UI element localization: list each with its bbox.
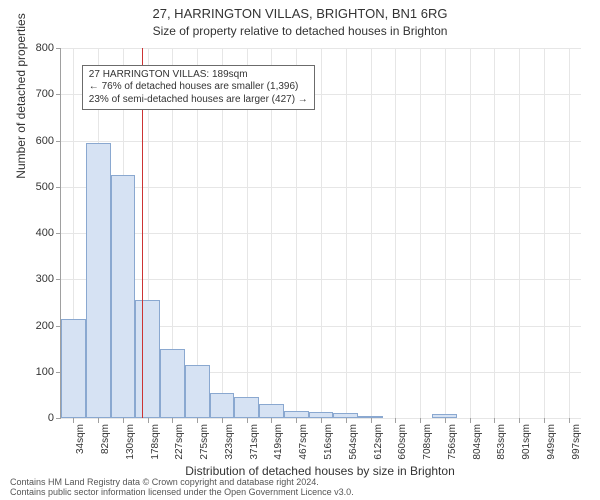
xtick-mark xyxy=(569,418,570,423)
xtick-mark xyxy=(470,418,471,423)
xtick-label: 949sqm xyxy=(546,424,557,484)
ytick-mark xyxy=(56,94,61,95)
xtick-mark xyxy=(445,418,446,423)
histogram-bar xyxy=(210,393,235,418)
xtick-mark xyxy=(519,418,520,423)
xtick-label: 467sqm xyxy=(298,424,309,484)
gridline-v xyxy=(470,48,471,418)
ytick-mark xyxy=(56,187,61,188)
chart-subtitle: Size of property relative to detached ho… xyxy=(0,24,600,38)
histogram-bar xyxy=(432,414,457,418)
gridline-v xyxy=(519,48,520,418)
footer-line2: Contains public sector information licen… xyxy=(10,488,590,498)
ytick-label: 300 xyxy=(8,273,54,285)
xtick-label: 660sqm xyxy=(397,424,408,484)
xtick-mark xyxy=(222,418,223,423)
ytick-label: 200 xyxy=(8,320,54,332)
xtick-label: 756sqm xyxy=(447,424,458,484)
xtick-mark xyxy=(98,418,99,423)
xtick-label: 804sqm xyxy=(472,424,483,484)
gridline-v xyxy=(321,48,322,418)
gridline-v xyxy=(395,48,396,418)
xtick-label: 34sqm xyxy=(75,424,86,484)
xtick-label: 419sqm xyxy=(273,424,284,484)
chart-title: 27, HARRINGTON VILLAS, BRIGHTON, BN1 6RG xyxy=(0,6,600,21)
ytick-mark xyxy=(56,418,61,419)
annot-line3: 23% of semi-detached houses are larger (… xyxy=(89,94,308,107)
gridline-v xyxy=(371,48,372,418)
plot-area: 27 HARRINGTON VILLAS: 189sqm← 76% of det… xyxy=(60,48,581,419)
xtick-label: 130sqm xyxy=(125,424,136,484)
ytick-label: 400 xyxy=(8,227,54,239)
histogram-bar xyxy=(333,413,358,418)
gridline-v xyxy=(445,48,446,418)
histogram-bar xyxy=(284,411,309,418)
xtick-label: 564sqm xyxy=(348,424,359,484)
xtick-label: 612sqm xyxy=(373,424,384,484)
xtick-mark xyxy=(247,418,248,423)
ytick-mark xyxy=(56,48,61,49)
gridline-v xyxy=(494,48,495,418)
ytick-label: 800 xyxy=(8,42,54,54)
xtick-mark xyxy=(271,418,272,423)
gridline-v xyxy=(346,48,347,418)
xtick-mark xyxy=(73,418,74,423)
xtick-label: 901sqm xyxy=(521,424,532,484)
xtick-mark xyxy=(321,418,322,423)
ytick-label: 600 xyxy=(8,135,54,147)
xtick-label: 516sqm xyxy=(323,424,334,484)
gridline-v xyxy=(569,48,570,418)
xtick-label: 997sqm xyxy=(571,424,582,484)
xtick-mark xyxy=(172,418,173,423)
xtick-mark xyxy=(420,418,421,423)
gridline-v xyxy=(544,48,545,418)
histogram-bar xyxy=(135,300,160,418)
xtick-mark xyxy=(371,418,372,423)
xtick-label: 371sqm xyxy=(249,424,260,484)
histogram-bar xyxy=(259,404,284,418)
xtick-label: 323sqm xyxy=(224,424,235,484)
xtick-mark xyxy=(494,418,495,423)
ytick-label: 100 xyxy=(8,366,54,378)
histogram-bar xyxy=(160,349,185,418)
ytick-label: 700 xyxy=(8,88,54,100)
histogram-bar xyxy=(61,319,86,418)
chart-container: 27, HARRINGTON VILLAS, BRIGHTON, BN1 6RG… xyxy=(0,0,600,500)
xtick-mark xyxy=(544,418,545,423)
xtick-label: 275sqm xyxy=(199,424,210,484)
xtick-mark xyxy=(395,418,396,423)
xtick-mark xyxy=(346,418,347,423)
histogram-bar xyxy=(234,397,259,418)
xtick-mark xyxy=(123,418,124,423)
xtick-mark xyxy=(197,418,198,423)
annot-line1: 27 HARRINGTON VILLAS: 189sqm xyxy=(89,69,308,82)
xtick-label: 82sqm xyxy=(100,424,111,484)
xtick-mark xyxy=(296,418,297,423)
annotation-box: 27 HARRINGTON VILLAS: 189sqm← 76% of det… xyxy=(82,65,315,111)
xtick-mark xyxy=(148,418,149,423)
histogram-bar xyxy=(86,143,111,418)
ytick-label: 0 xyxy=(8,412,54,424)
histogram-bar xyxy=(309,412,334,418)
histogram-bar xyxy=(358,416,383,418)
ytick-mark xyxy=(56,141,61,142)
gridline-v xyxy=(420,48,421,418)
ytick-mark xyxy=(56,279,61,280)
annot-line2: ← 76% of detached houses are smaller (1,… xyxy=(89,81,308,94)
ytick-label: 500 xyxy=(8,181,54,193)
xtick-label: 178sqm xyxy=(150,424,161,484)
xtick-label: 708sqm xyxy=(422,424,433,484)
histogram-bar xyxy=(111,175,136,418)
histogram-bar xyxy=(185,365,210,418)
ytick-mark xyxy=(56,233,61,234)
xtick-label: 227sqm xyxy=(174,424,185,484)
xtick-label: 853sqm xyxy=(496,424,507,484)
